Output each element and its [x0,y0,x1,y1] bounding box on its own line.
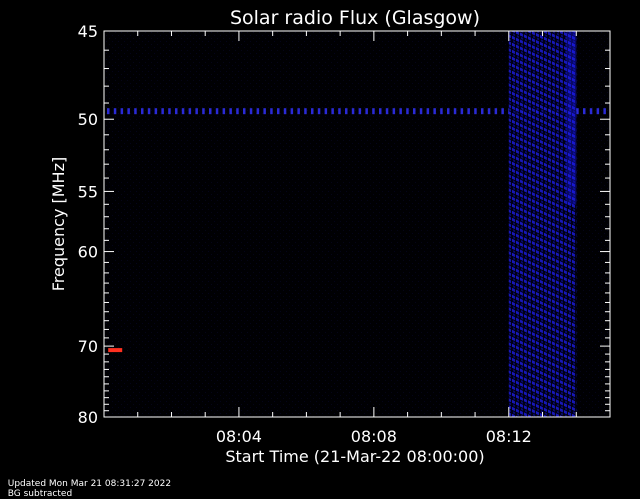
band-segment [365,108,368,115]
band-segment [419,108,423,115]
band-segment [202,108,205,115]
broadband-activity [508,31,577,417]
band-segment [413,108,416,115]
band-segment [147,108,151,115]
plot-area [103,30,611,418]
footer: Updated Mon Mar 21 08:31:27 2022 BG subt… [2,469,181,499]
band-segment [127,108,130,115]
band-segment [311,108,314,115]
band-segment [481,108,484,115]
band-segment [474,108,477,115]
y-tick-label: 55 [78,182,98,201]
band-segment [113,108,117,115]
band-segment [589,108,593,115]
y-tick-label: 60 [78,243,98,262]
band-segment [195,108,198,115]
y-tick-label: 50 [78,110,98,129]
band-segment [263,108,266,115]
band-segment [141,108,144,115]
band-segment [351,108,355,115]
band-segment [215,108,219,115]
band-segment [168,108,171,115]
band-segment [324,108,328,115]
band-segment [487,108,491,115]
band-segment [229,108,232,115]
x-tick-label: 08:04 [216,427,262,446]
band-segment [583,108,586,115]
band-segment [331,108,334,115]
point-burst [108,348,123,353]
band-segment [399,108,402,115]
band-segment [385,108,389,115]
band-segment [277,108,280,115]
band-segment [392,108,396,115]
plot-frame [103,30,611,418]
band-segment [209,108,212,115]
band-segment [283,108,287,115]
x-axis-label: Start Time (21-Mar-22 08:00:00) [225,447,484,466]
band-segment [338,108,341,115]
band-segment [372,108,375,115]
band-segment [426,108,430,115]
band-segment [467,108,470,115]
band-segment [494,108,498,115]
activity-core [566,31,577,205]
x-tick-label: 08:08 [351,427,397,446]
band-segment [317,108,321,115]
band-segment [345,108,348,115]
band-segment [154,108,158,115]
x-axis: 08:04 08:08 08:12 [137,31,577,446]
band-segment [460,108,464,115]
band-segment [297,108,300,115]
y-axis: 45 50 55 60 70 80 [78,22,610,427]
band-segment [175,108,178,115]
band-segment [243,108,246,115]
band-segment [447,108,450,115]
band-segment [290,108,294,115]
band-segment [596,108,600,115]
band-segment [501,108,504,115]
band-segment [406,108,409,115]
band-segment [603,108,606,115]
band-segment [161,108,164,115]
band-segment [107,108,110,115]
band-segment [379,108,382,115]
band-segment [433,108,436,115]
y-tick-label: 45 [78,22,98,41]
y-tick-label: 80 [78,408,98,427]
band-segment [576,108,579,115]
y-tick-label: 70 [78,337,98,356]
band-segment [236,108,239,115]
band-segment [222,108,226,115]
band-segment [440,108,443,115]
x-tick-label: 08:12 [486,427,532,446]
band-segment [188,108,192,115]
band-segment [120,108,124,115]
band-segment [453,108,457,115]
y-axis-label: Frequency [MHz] [49,157,68,291]
updated-timestamp: Updated Mon Mar 21 08:31:27 2022 [7,479,172,489]
band-segment [304,108,307,115]
band-segment [358,108,362,115]
chart-title: Solar radio Flux (Glasgow) [230,7,480,29]
spectrogram-chart: Solar radio Flux (Glasgow) 455055607080 … [49,7,611,466]
band-segment [270,108,273,115]
band-segment [249,108,253,115]
band-segment [256,108,260,115]
background-note: BG subtracted [7,489,73,499]
band-segment [181,108,185,115]
band-segment [134,108,137,115]
